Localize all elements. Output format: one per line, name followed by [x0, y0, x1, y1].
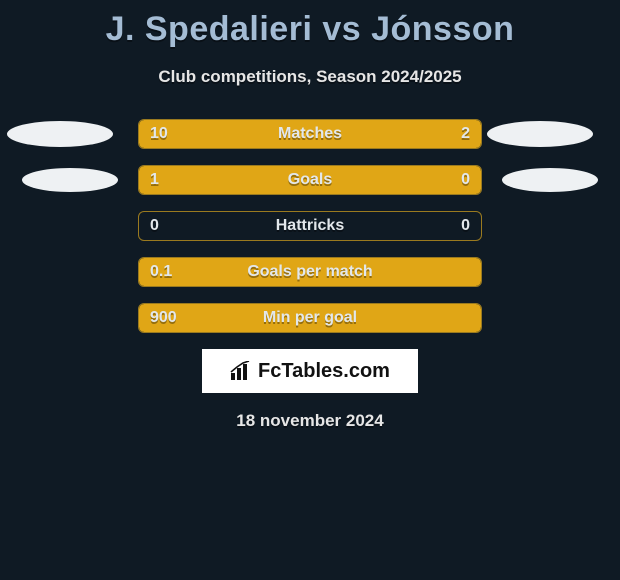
- value-left: 10: [150, 119, 168, 149]
- logo-box: FcTables.com: [202, 349, 418, 393]
- bar-track: [138, 257, 482, 287]
- comparison-chart: 102Matches10Goals00Hattricks0.1Goals per…: [0, 119, 620, 333]
- player-left-placeholder: [7, 121, 113, 147]
- player-right-placeholder: [487, 121, 593, 147]
- page-subtitle: Club competitions, Season 2024/2025: [0, 67, 620, 87]
- date-line: 18 november 2024: [0, 411, 620, 431]
- value-right: 0: [461, 211, 470, 241]
- player-right-placeholder: [502, 168, 598, 192]
- value-left: 0.1: [150, 257, 172, 287]
- bar-track: [138, 303, 482, 333]
- page-title: J. Spedalieri vs Jónsson: [0, 0, 620, 49]
- bar-track: [138, 211, 482, 241]
- stat-row: 00Hattricks: [0, 211, 620, 241]
- bar-left: [139, 166, 409, 194]
- value-right: 2: [461, 119, 470, 149]
- bar-left: [139, 258, 481, 286]
- logo: FcTables.com: [230, 360, 390, 383]
- logo-text: FcTables.com: [258, 360, 390, 383]
- bar-track: [138, 119, 482, 149]
- stat-row: 0.1Goals per match: [0, 257, 620, 287]
- value-left: 900: [150, 303, 177, 333]
- value-left: 0: [150, 211, 159, 241]
- bars-icon: [230, 361, 254, 381]
- value-left: 1: [150, 165, 159, 195]
- value-right: 0: [461, 165, 470, 195]
- bar-left: [139, 304, 481, 332]
- bar-track: [138, 165, 482, 195]
- player-left-placeholder: [22, 168, 118, 192]
- stat-row: 900Min per goal: [0, 303, 620, 333]
- bar-left: [139, 120, 402, 148]
- bar-right: [409, 166, 481, 194]
